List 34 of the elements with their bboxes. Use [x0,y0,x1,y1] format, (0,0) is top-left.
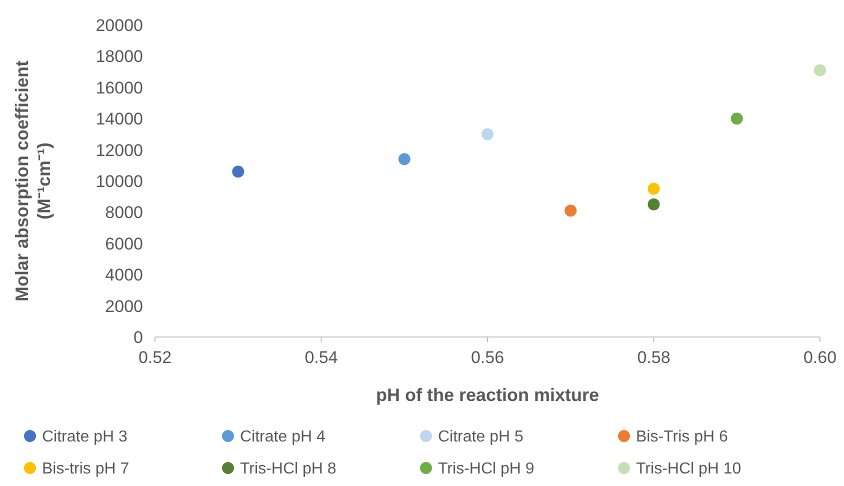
y-tick-label: 20000 [96,16,143,35]
y-tick-label: 8000 [105,203,143,222]
y-tick-label: 16000 [96,78,143,98]
x-axis-title: pH of the reaction mixture [376,385,600,405]
y-tick-label: 14000 [96,110,143,129]
legend-label: Tris-HCl pH 10 [636,460,742,478]
point [564,204,577,217]
x-tick-label: 0.58 [637,348,670,367]
legend-label: Citrate pH 4 [240,428,326,446]
legend-label: Tris-HCl pH 9 [438,460,534,478]
x-tick-label: 0.60 [803,348,837,367]
point [730,112,743,125]
y-tick-label: 18000 [96,47,143,66]
x-tick-label: 0.54 [304,348,338,367]
y-tick-label: 0 [134,328,143,347]
point [398,153,410,166]
y-tick-label: 10000 [96,172,143,191]
point [814,64,826,76]
y-tick-label: 6000 [105,234,143,254]
x-tick-label: 0.56 [470,348,504,367]
point [648,182,660,195]
y-tick-label: 2000 [105,296,143,316]
y-axis-title: Molar absorption coefficient (M⁻¹cm⁻¹) [12,60,54,302]
legend-label: Tris-HCl pH 8 [240,460,336,478]
point [482,128,494,140]
legend-label: Citrate pH 3 [42,428,128,446]
y-tick-label: 12000 [96,140,143,160]
legend-label: Bis-Tris pH 6 [636,428,728,446]
legend-label: Citrate pH 5 [438,428,524,446]
x-tick-label: 0.52 [138,348,172,367]
y-tick-label: 4000 [105,266,143,285]
legend-label: Bis-tris pH 7 [42,460,130,478]
point [648,198,660,210]
point [232,166,244,178]
